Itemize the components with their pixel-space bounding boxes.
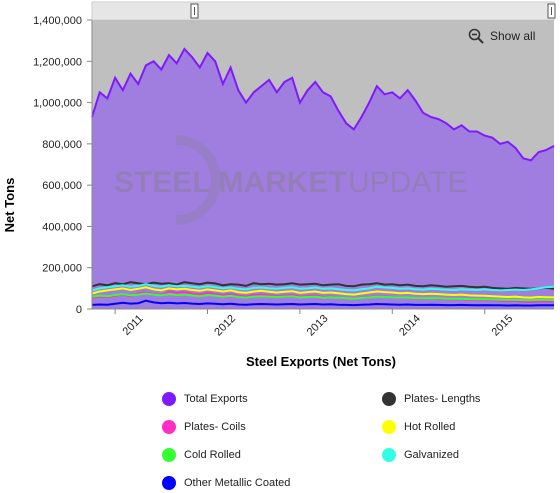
y-tick-label: 0 [76, 304, 82, 316]
legend-marker-icon [382, 392, 396, 406]
y-tick-label: 1,200,000 [33, 56, 82, 68]
x-tick-label: 2014 [397, 313, 423, 339]
show-all-label: Show all [490, 29, 536, 43]
series-line-galvanized [91, 283, 555, 292]
legend-label: Galvanized [404, 449, 460, 461]
legend-label: Other Metallic Coated [184, 477, 291, 489]
legend-item[interactable]: Other Metallic Coated [162, 473, 290, 493]
legend-label: Plates- Coils [184, 421, 246, 433]
legend-item[interactable]: Plates- Coils [162, 417, 246, 437]
legend-label: Cold Rolled [184, 449, 241, 461]
legend-item[interactable]: Galvanized [382, 445, 459, 465]
y-tick-label: 400,000 [42, 221, 82, 233]
legend-label: Total Exports [184, 393, 248, 405]
legend-item[interactable]: Total Exports [162, 389, 248, 409]
series-area-total-exports [92, 48, 554, 310]
x-tick-label: 2011 [121, 313, 146, 338]
legend-item[interactable]: Plates- Lengths [382, 389, 480, 409]
legend-item[interactable]: Hot Rolled [382, 417, 455, 437]
legend-label: Hot Rolled [404, 421, 456, 433]
y-axis-title: Net Tons [2, 178, 17, 233]
y-tick-label: 600,000 [42, 180, 82, 192]
watermark-bold: STEEL MARKET [114, 166, 347, 199]
show-all-button[interactable]: Show all [468, 28, 535, 44]
watermark-light: UPDATE [348, 166, 467, 199]
legend-marker-icon [162, 476, 176, 490]
watermark-logo: STEEL MARKET UPDATE [114, 135, 467, 225]
x-tick-label: 2013 [305, 313, 331, 339]
series-line-total-exports [91, 47, 555, 162]
y-tick-label: 800,000 [42, 139, 82, 151]
x-axis-title: Steel Exports (Net Tons) [246, 354, 396, 369]
series-line-plates-lengths [91, 281, 555, 290]
legend-marker-icon [382, 420, 396, 434]
legend-item[interactable]: Cold Rolled [162, 445, 241, 465]
series-line-cold-rolled [91, 292, 555, 302]
y-tick-label: 1,400,000 [33, 15, 82, 27]
exports-chart: STEEL MARKET UPDATE 0 200,000 400,000 600,0… [2, 1, 556, 369]
x-tick-label: 2012 [212, 313, 238, 339]
legend-label: Plates- Lengths [404, 393, 481, 405]
zoom-out-icon [468, 28, 484, 44]
legend-marker-icon [162, 392, 176, 406]
x-tick-label: 2015 [490, 313, 516, 339]
y-tick-label: 1,000,000 [33, 98, 82, 110]
navigator-bar[interactable] [91, 1, 555, 21]
legend-marker-icon [162, 448, 176, 462]
legend-marker-icon [162, 420, 176, 434]
y-tick-label: 200,000 [42, 263, 82, 275]
series-line-hot-rolled [91, 286, 555, 299]
series-line-other-metallic-coated [91, 299, 554, 307]
legend-marker-icon [382, 448, 396, 462]
